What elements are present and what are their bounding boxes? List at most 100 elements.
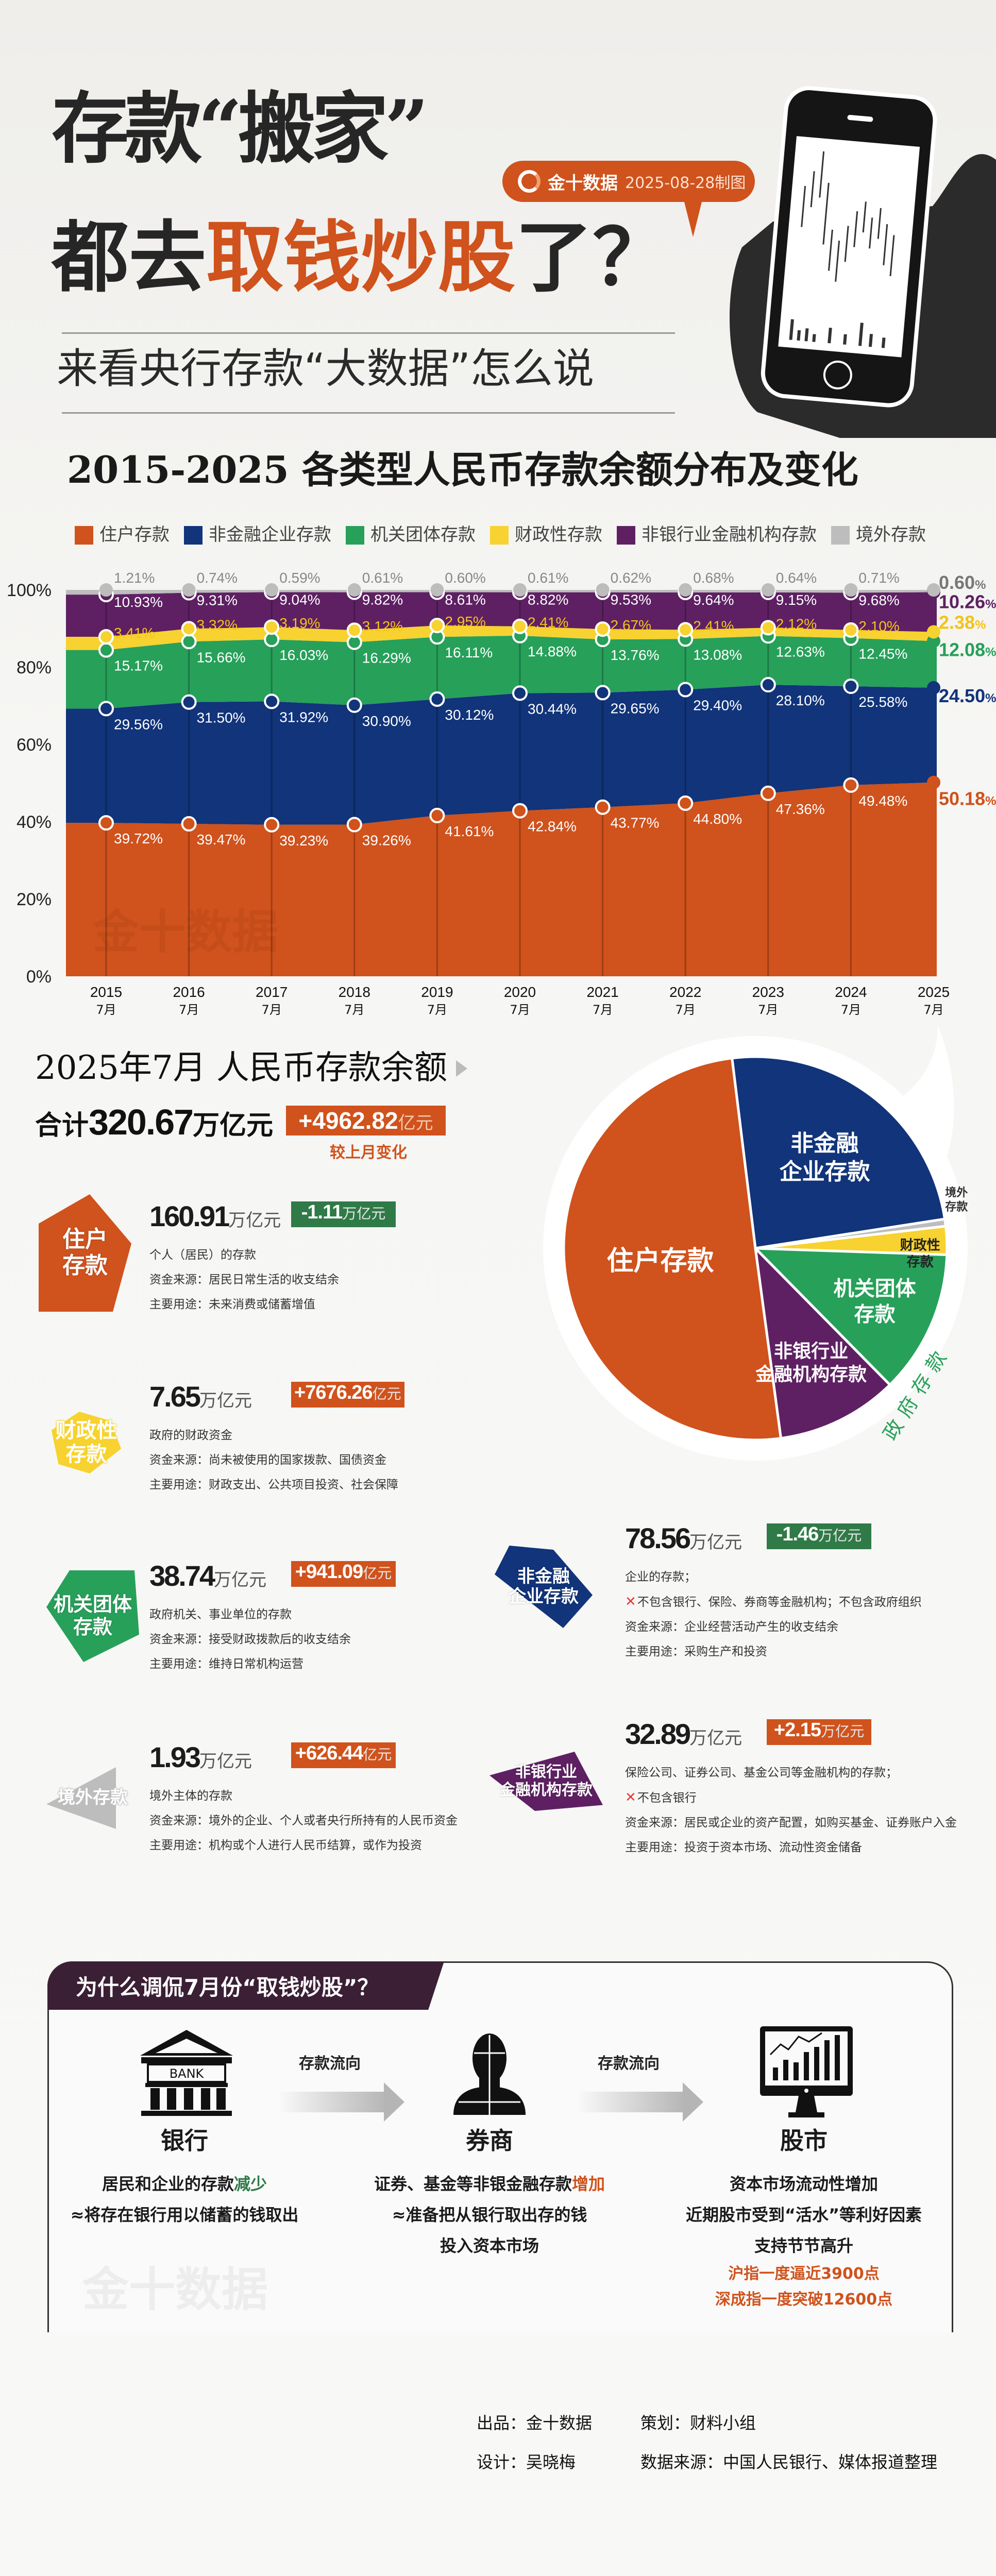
summary-title: 2025年7月 人民币存款余额 — [35, 1049, 447, 1087]
data-label-latest: 50.18% — [939, 788, 996, 809]
description-line: 资金来源：尚未被使用的国家拨款、国债资金 — [149, 1448, 398, 1472]
x-tick-month: 7月 — [676, 1003, 696, 1017]
planner: 策划：财料小组 — [640, 2413, 756, 2433]
flow-market-line: 资本市场流动性增加 — [729, 2174, 878, 2194]
label-unit: % — [985, 691, 996, 705]
x-tick-year: 2017 — [256, 984, 288, 1000]
data-label: 3.41% — [114, 625, 155, 641]
amount: 7.65万亿元 — [149, 1381, 252, 1413]
text: 证券、基金等非银金融存款 — [374, 2174, 572, 2194]
data-label: 12.63% — [776, 643, 825, 659]
overseas-label-tag: 境外存款 — [46, 1767, 139, 1829]
change-value: -1.46 — [776, 1523, 819, 1545]
data-label-latest: 0.60% — [939, 572, 986, 593]
label-unit: % — [975, 578, 986, 592]
data-label: 0.74% — [197, 570, 238, 586]
pie-label: 住户存款 — [607, 1246, 714, 1277]
flow-market: 股市 资本市场流动性增加 近期股市受到“活水”等利好因素 支持节节高升 沪指一度… — [660, 2127, 948, 2313]
label-text: 非银行业 金融机构存款 — [500, 1763, 593, 1799]
data-label: 14.88% — [528, 643, 577, 659]
divider — [62, 332, 675, 334]
stacked-area-chart: 0% 20% 40% 60% 80% 100% 2015 7月 2016 7月 2017 7月 2018… — [7, 570, 996, 1017]
pie-label-line: 企业存款 — [780, 1159, 870, 1185]
legend-item: 境外存款 — [831, 524, 926, 545]
arrow-right-icon — [384, 2082, 404, 2122]
data-point — [98, 642, 114, 658]
label-value: 10.26 — [939, 591, 985, 613]
data-point — [429, 618, 445, 634]
data-point — [99, 583, 113, 597]
pie-label-line: 存款 — [854, 1303, 896, 1327]
data-label: 13.08% — [693, 647, 742, 663]
flow-arrow-2: 存款流向 — [577, 2055, 703, 2122]
description-line: 主要用途：未来消费或储蓄增值 — [149, 1292, 339, 1317]
y-tick-label: 80% — [16, 658, 52, 677]
line-text: 不包含银行、保险、券商等金融机构；不包含政府组织 — [637, 1596, 922, 1609]
data-label: 9.82% — [362, 592, 403, 608]
data-label: 0.62% — [611, 570, 651, 586]
flow-market-title: 股市 — [780, 2127, 828, 2155]
amount-value: 78.56 — [625, 1522, 691, 1554]
label-line: 非银行业 — [515, 1763, 577, 1781]
pie-slice — [730, 1055, 947, 1250]
description-line: ✕不包含银行、保险、券商等金融机构；不包含政府组织 — [625, 1589, 922, 1615]
label-line: 住户 — [62, 1226, 108, 1253]
x-tick-month: 7月 — [593, 1003, 613, 1017]
label-value: 0.60 — [939, 572, 975, 593]
data-point — [346, 697, 362, 713]
total-change-badge: +4962.82 亿元 — [286, 1106, 446, 1136]
producer: 出品：金十数据 — [477, 2413, 593, 2433]
data-point — [596, 583, 610, 597]
y-tick-label: 0% — [26, 967, 52, 987]
label-line: 境外存款 — [58, 1787, 128, 1808]
description-line: 企业的存款； — [625, 1565, 922, 1589]
data-label: 30.12% — [445, 707, 494, 723]
data-label: 29.65% — [611, 700, 660, 716]
pie-slice — [752, 1247, 949, 1387]
excluded-x-icon: ✕ — [625, 1594, 636, 1609]
change-badge: -1.11 万亿元 — [291, 1201, 396, 1227]
data-point — [512, 803, 528, 819]
headline-line-2: 都去取钱炒股了？ — [52, 215, 670, 300]
headline-part: 了？ — [515, 212, 670, 303]
change-badge: +626.44 亿元 — [291, 1742, 396, 1768]
data-point — [346, 622, 362, 638]
line-text: 主要用途：投资于资本市场、流动性资金储备 — [625, 1841, 862, 1854]
publish-date: 2025-08-28制图 — [625, 174, 746, 192]
data-label: 29.56% — [114, 716, 163, 732]
change-badge: +7676.26 亿元 — [291, 1382, 404, 1408]
pie-label-line: 存款 — [907, 1255, 934, 1270]
data-label: 0.60% — [445, 570, 485, 586]
data-label: 16.11% — [445, 645, 493, 660]
label-text: 财政性 存款 — [56, 1419, 117, 1466]
line-text: 资金来源：居民日常生活的收支结余 — [149, 1273, 339, 1286]
headline-highlight: 取钱炒股 — [206, 212, 516, 303]
change-unit: 亿元 — [363, 1565, 392, 1582]
total-value: 320.67 — [89, 1102, 194, 1142]
stock-monitor-icon — [760, 2026, 853, 2117]
y-tick-label: 20% — [16, 890, 52, 909]
data-label: 9.53% — [611, 592, 651, 608]
data-label: 2.67% — [611, 617, 651, 633]
area-0 — [66, 782, 937, 976]
line-text: 政府机关、事业单位的存款 — [149, 1608, 292, 1621]
line-text: 不包含银行 — [637, 1791, 697, 1805]
excluded-x-icon: ✕ — [625, 1790, 636, 1805]
speech-tail — [683, 196, 703, 237]
label-value: 50.18 — [939, 788, 985, 809]
data-point — [595, 799, 611, 815]
legend-label: 境外存款 — [856, 524, 926, 545]
data-point — [843, 679, 859, 694]
label-text: 住户 存款 — [62, 1227, 108, 1279]
data-point — [181, 634, 197, 650]
pie-label: 非银行业金融机构存款 — [755, 1341, 867, 1385]
change-value: +2.15 — [773, 1719, 821, 1741]
amount-value: 38.74 — [149, 1560, 215, 1592]
legend-item: 机关团体存款 — [346, 525, 476, 545]
data-label: 3.19% — [279, 615, 320, 631]
legend-item: 住户存款 — [75, 525, 170, 545]
data-label: 12.45% — [858, 646, 907, 662]
flow-broker-line: 投入资本市场 — [440, 2236, 539, 2256]
y-tick-label: 100% — [7, 581, 52, 600]
